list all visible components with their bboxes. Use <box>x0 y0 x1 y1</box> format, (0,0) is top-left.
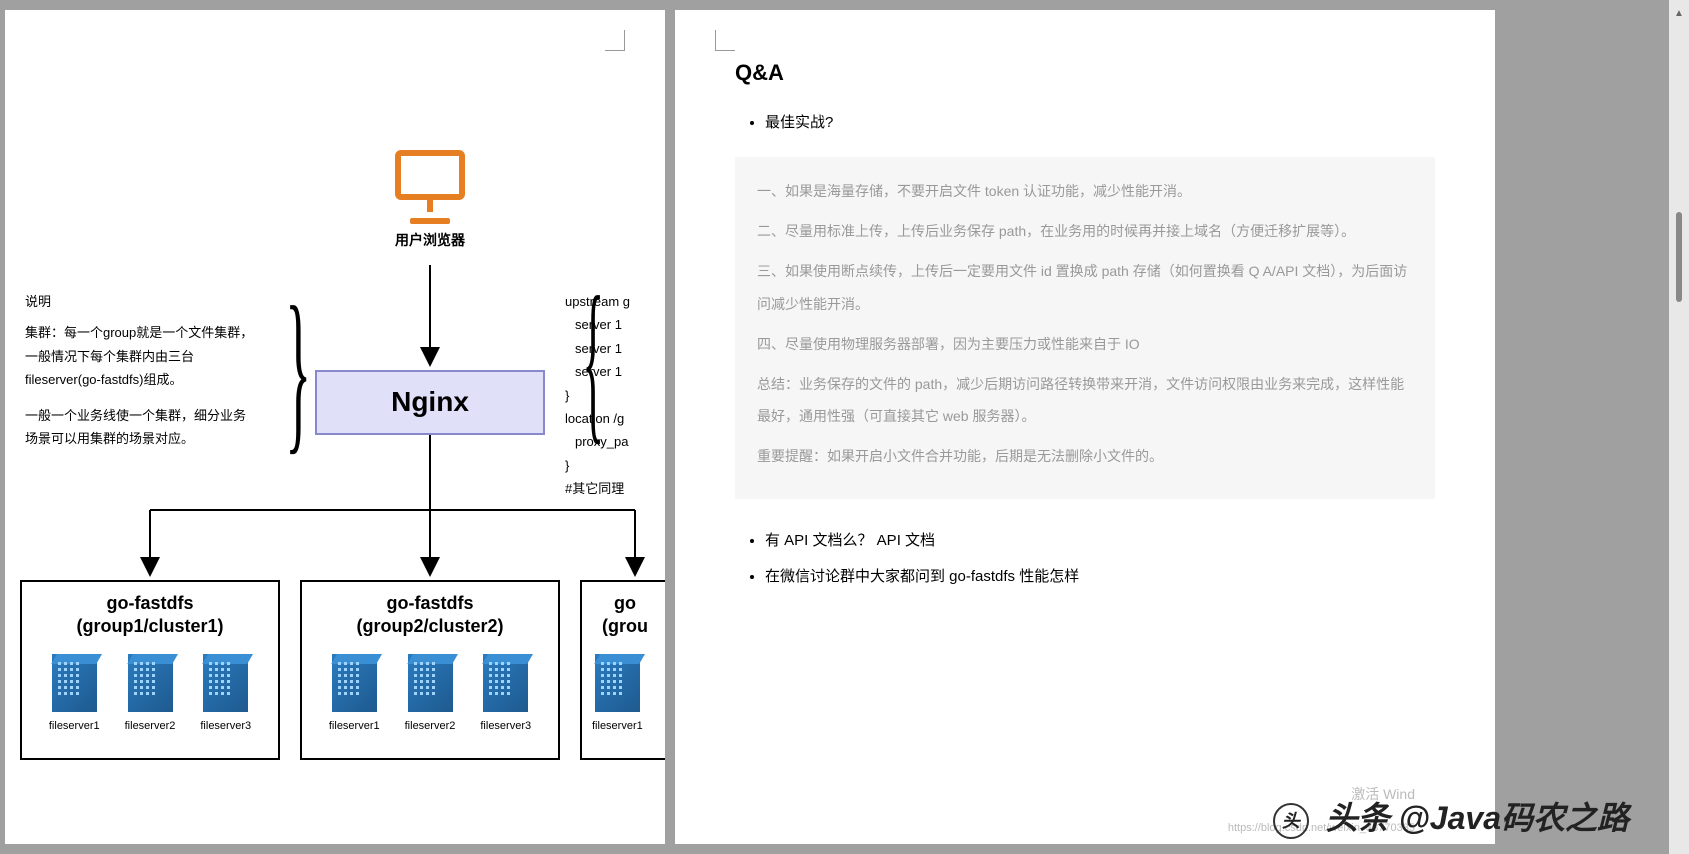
server-label: fileserver3 <box>480 720 531 732</box>
note-line: 一般一个业务线使一个集群，细分业务场景可以用集群的场景对应。 <box>25 404 255 451</box>
tip-line: 二、尽量用标准上传，上传后业务保存 path，在业务用的时候再并接上域名（方便迁… <box>757 215 1413 247</box>
right-page: Q&A 最佳实战? 一、如果是海量存储，不要开启文件 token 认证功能，减少… <box>675 10 1495 844</box>
tip-line: 三、如果使用断点续传，上传后一定要用文件 id 置换成 path 存储（如何置换… <box>757 255 1413 319</box>
server-icon <box>408 654 453 712</box>
left-page: 用户浏览器 说明 集群：每一个group就是一个文件集群，一般情况下每个集群内由… <box>5 10 665 844</box>
scroll-up-icon[interactable]: ▲ <box>1672 8 1686 22</box>
browser-label: 用户浏览器 <box>385 230 475 250</box>
qa-question: 有 API 文档么？ API 文档 <box>765 529 1435 550</box>
server-label: fileserver1 <box>592 720 643 732</box>
watermark-text: 头条 @Java码农之路 <box>1326 800 1629 836</box>
code-line: proxy_pa <box>565 430 665 453</box>
nginx-box: Nginx <box>315 370 545 435</box>
browser-icon: 用户浏览器 <box>385 150 475 250</box>
tip-line: 重要提醒：如果开启小文件合并功能，后期是无法删除小文件的。 <box>757 440 1413 472</box>
code-line: server 1 <box>565 360 665 383</box>
watermark-logo-icon: 头 <box>1273 803 1309 839</box>
note-line: 集群：每一个group就是一个文件集群，一般情况下每个集群内由三台fileser… <box>25 321 255 391</box>
server-label: fileserver1 <box>49 720 100 732</box>
note-left: 说明 集群：每一个group就是一个文件集群，一般情况下每个集群内由三台file… <box>25 290 255 450</box>
best-practice-box: 一、如果是海量存储，不要开启文件 token 认证功能，减少性能开消。 二、尽量… <box>735 157 1435 499</box>
cluster-subtitle: (group1/cluster1) <box>22 615 278 638</box>
code-line: } <box>565 384 665 407</box>
server-icon <box>52 654 97 712</box>
cluster-1: go-fastdfs (group1/cluster1) fileserver1… <box>20 580 280 760</box>
server-label: fileserver2 <box>405 720 456 732</box>
code-line: } <box>565 454 665 477</box>
note-right: upstream g server 1 server 1 server 1 } … <box>565 290 665 501</box>
qa-question: 最佳实战? <box>765 111 1435 132</box>
corner-mark <box>715 50 735 70</box>
tip-line: 一、如果是海量存储，不要开启文件 token 认证功能，减少性能开消。 <box>757 175 1413 207</box>
brace-left: } <box>285 280 311 460</box>
cluster-title: go-fastdfs <box>302 592 558 615</box>
server-icon <box>203 654 248 712</box>
cluster-title: go-fastdfs <box>22 592 278 615</box>
qa-heading: Q&A <box>735 60 1435 86</box>
cluster-subtitle: (group2/cluster2) <box>302 615 558 638</box>
cluster-subtitle: (grou <box>582 615 665 638</box>
server-icon <box>128 654 173 712</box>
cluster-title: go <box>582 592 665 615</box>
server-label: fileserver2 <box>125 720 176 732</box>
server-label: fileserver1 <box>329 720 380 732</box>
scroll-thumb[interactable] <box>1676 212 1682 302</box>
server-icon <box>483 654 528 712</box>
vertical-scrollbar[interactable]: ▲ <box>1669 0 1689 854</box>
note-title: 说明 <box>25 290 255 313</box>
code-line: location /g <box>565 407 665 430</box>
code-line: #其它同理 <box>565 477 665 500</box>
cluster-3: go (grou fileserver1 <box>580 580 665 760</box>
server-icon <box>332 654 377 712</box>
tip-line: 总结：业务保存的文件的 path，减少后期访问路径转换带来开消，文件访问权限由业… <box>757 368 1413 432</box>
watermark: 头 头条 @Java码农之路 <box>1273 793 1629 839</box>
server-icon <box>595 654 640 712</box>
code-line: server 1 <box>565 337 665 360</box>
architecture-diagram: 用户浏览器 说明 集群：每一个group就是一个文件集群，一般情况下每个集群内由… <box>5 10 665 844</box>
cluster-2: go-fastdfs (group2/cluster2) fileserver1… <box>300 580 560 760</box>
tip-line: 四、尽量使用物理服务器部署，因为主要压力或性能来自于 IO <box>757 328 1413 360</box>
qa-question: 在微信讨论群中大家都问到 go-fastdfs 性能怎样 <box>765 565 1435 586</box>
code-line: server 1 <box>565 313 665 336</box>
server-label: fileserver3 <box>200 720 251 732</box>
code-line: upstream g <box>565 290 665 313</box>
